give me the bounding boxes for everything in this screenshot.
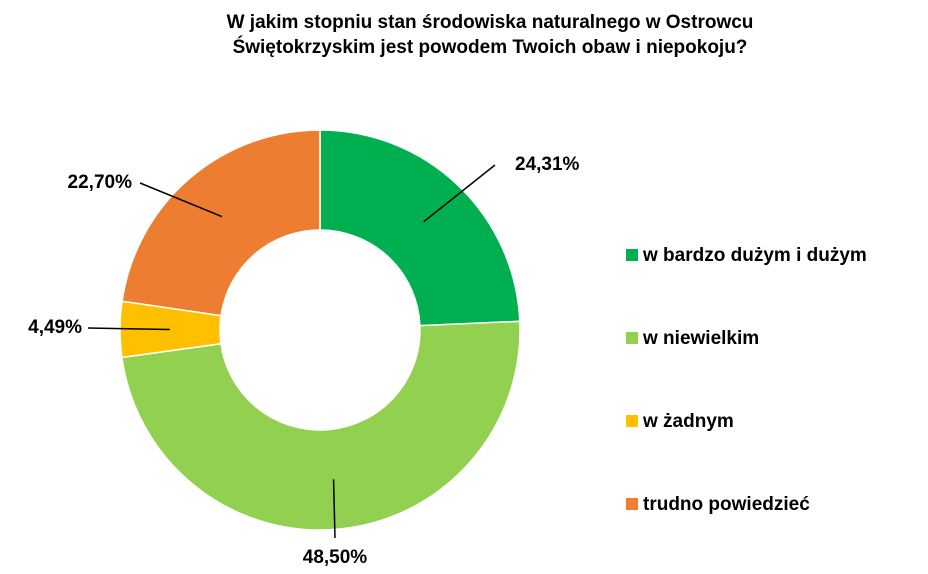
- legend-swatch: [626, 415, 638, 427]
- donut-slice: [121, 129, 321, 317]
- legend-swatch: [626, 332, 638, 344]
- leader-line: [332, 479, 336, 539]
- legend-label: trudno powiedzieć: [643, 494, 810, 515]
- data-label: 24,31%: [515, 154, 580, 175]
- data-label: 4,49%: [28, 317, 82, 338]
- donut-slice: [319, 129, 521, 327]
- legend-label: w żadnym: [642, 411, 734, 432]
- legend-swatch: [626, 249, 638, 261]
- data-label: 48,50%: [303, 547, 368, 568]
- legend-swatch: [626, 498, 638, 510]
- legend-label: w bardzo dużym i dużym: [642, 245, 867, 266]
- leader-line: [423, 164, 496, 223]
- leader-line: [87, 327, 171, 331]
- legend-label: w niewielkim: [642, 328, 759, 349]
- chart-title: W jakim stopniu stan środowiska naturaln…: [226, 12, 754, 58]
- leader-line: [139, 182, 223, 218]
- data-label: 22,70%: [68, 172, 133, 193]
- donut-slice: [121, 320, 521, 531]
